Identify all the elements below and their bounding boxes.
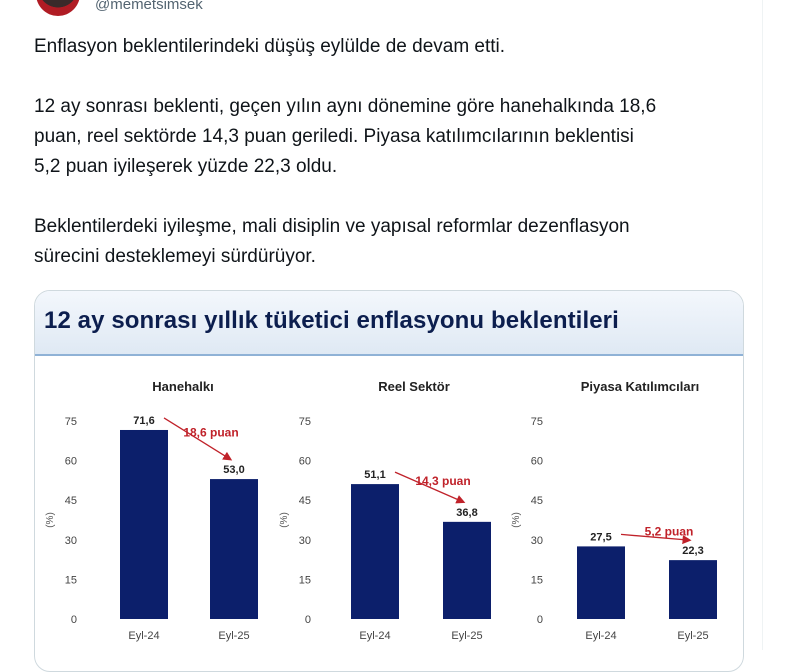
decline-arrow	[394, 471, 466, 504]
y-tick-label: 0	[537, 614, 543, 626]
bar	[443, 521, 491, 619]
chart-title: Reel Sektör	[378, 379, 450, 394]
x-category-label: Eyl-25	[218, 630, 249, 642]
card-title: 12 ay sonrası yıllık tüketici enflasyonu…	[44, 307, 619, 334]
bar-value-label: 22,3	[682, 545, 703, 557]
y-tick-label: 60	[531, 456, 543, 468]
tweet-image-card[interactable]: 12 ay sonrası yıllık tüketici enflasyonu…	[34, 290, 744, 672]
decline-arrow	[163, 417, 233, 461]
bar-value-label: 71,6	[133, 415, 154, 427]
y-tick-label: 15	[531, 574, 543, 586]
bar	[120, 429, 168, 619]
bar	[669, 560, 717, 619]
y-tick-label: 45	[65, 495, 77, 507]
y-axis-unit: (%)	[45, 512, 56, 528]
y-tick-label: 30	[531, 535, 543, 547]
chart-title: Hanehalkı	[152, 379, 213, 394]
tweet-paragraph-3: Beklentilerdeki iyileşme, mali disiplin …	[34, 216, 630, 267]
y-axis-unit: (%)	[511, 512, 522, 528]
x-category-label: Eyl-25	[451, 630, 482, 642]
decline-annotation: 5,2 puan	[645, 524, 694, 538]
decline-annotation: 18,6 puan	[183, 426, 238, 440]
y-tick-label: 30	[299, 535, 311, 547]
y-tick-label: 45	[299, 495, 311, 507]
y-tick-label: 60	[299, 456, 311, 468]
y-tick-label: 75	[299, 416, 311, 428]
y-tick-label: 75	[531, 416, 543, 428]
y-tick-label: 0	[71, 614, 77, 626]
y-tick-label: 45	[531, 495, 543, 507]
y-tick-label: 60	[65, 456, 77, 468]
bar-value-label: 51,1	[364, 469, 385, 481]
card-header: 12 ay sonrası yıllık tüketici enflasyonu…	[35, 291, 743, 356]
x-category-label: Eyl-25	[677, 630, 708, 642]
avatar[interactable]	[36, 0, 80, 16]
x-category-label: Eyl-24	[128, 630, 159, 642]
y-axis-unit: (%)	[279, 512, 290, 528]
y-tick-label: 15	[65, 574, 77, 586]
y-tick-label: 30	[65, 535, 77, 547]
bar-value-label: 53,0	[223, 464, 244, 476]
y-tick-label: 0	[305, 614, 311, 626]
bar-value-label: 27,5	[590, 531, 611, 543]
tweet-text: Enflasyon beklentilerindeki düşüş eylüld…	[34, 32, 754, 302]
bar	[577, 546, 625, 619]
x-category-label: Eyl-24	[585, 630, 616, 642]
decline-arrow	[620, 533, 692, 545]
bar	[210, 479, 258, 619]
tweet-paragraph-1: Enflasyon beklentilerindeki düşüş eylüld…	[34, 36, 506, 57]
bar-charts: Hanehalkı 0 15 30 45 60 75 (%) 71,6 Eyl-24 53,0 Eyl…	[45, 379, 717, 642]
tweet-paragraph-2: 12 ay sonrası beklenti, geçen yılın aynı…	[34, 96, 657, 177]
y-tick-label: 15	[299, 574, 311, 586]
decline-annotation: 14,3 puan	[415, 474, 470, 488]
author-handle[interactable]: @memetsimsek	[95, 0, 203, 13]
bar-value-label: 36,8	[456, 507, 477, 519]
x-category-label: Eyl-24	[359, 630, 390, 642]
y-tick-label: 75	[65, 416, 77, 428]
bar	[351, 484, 399, 619]
chart-title: Piyasa Katılımcıları	[581, 379, 700, 394]
timeline-border	[762, 0, 763, 650]
